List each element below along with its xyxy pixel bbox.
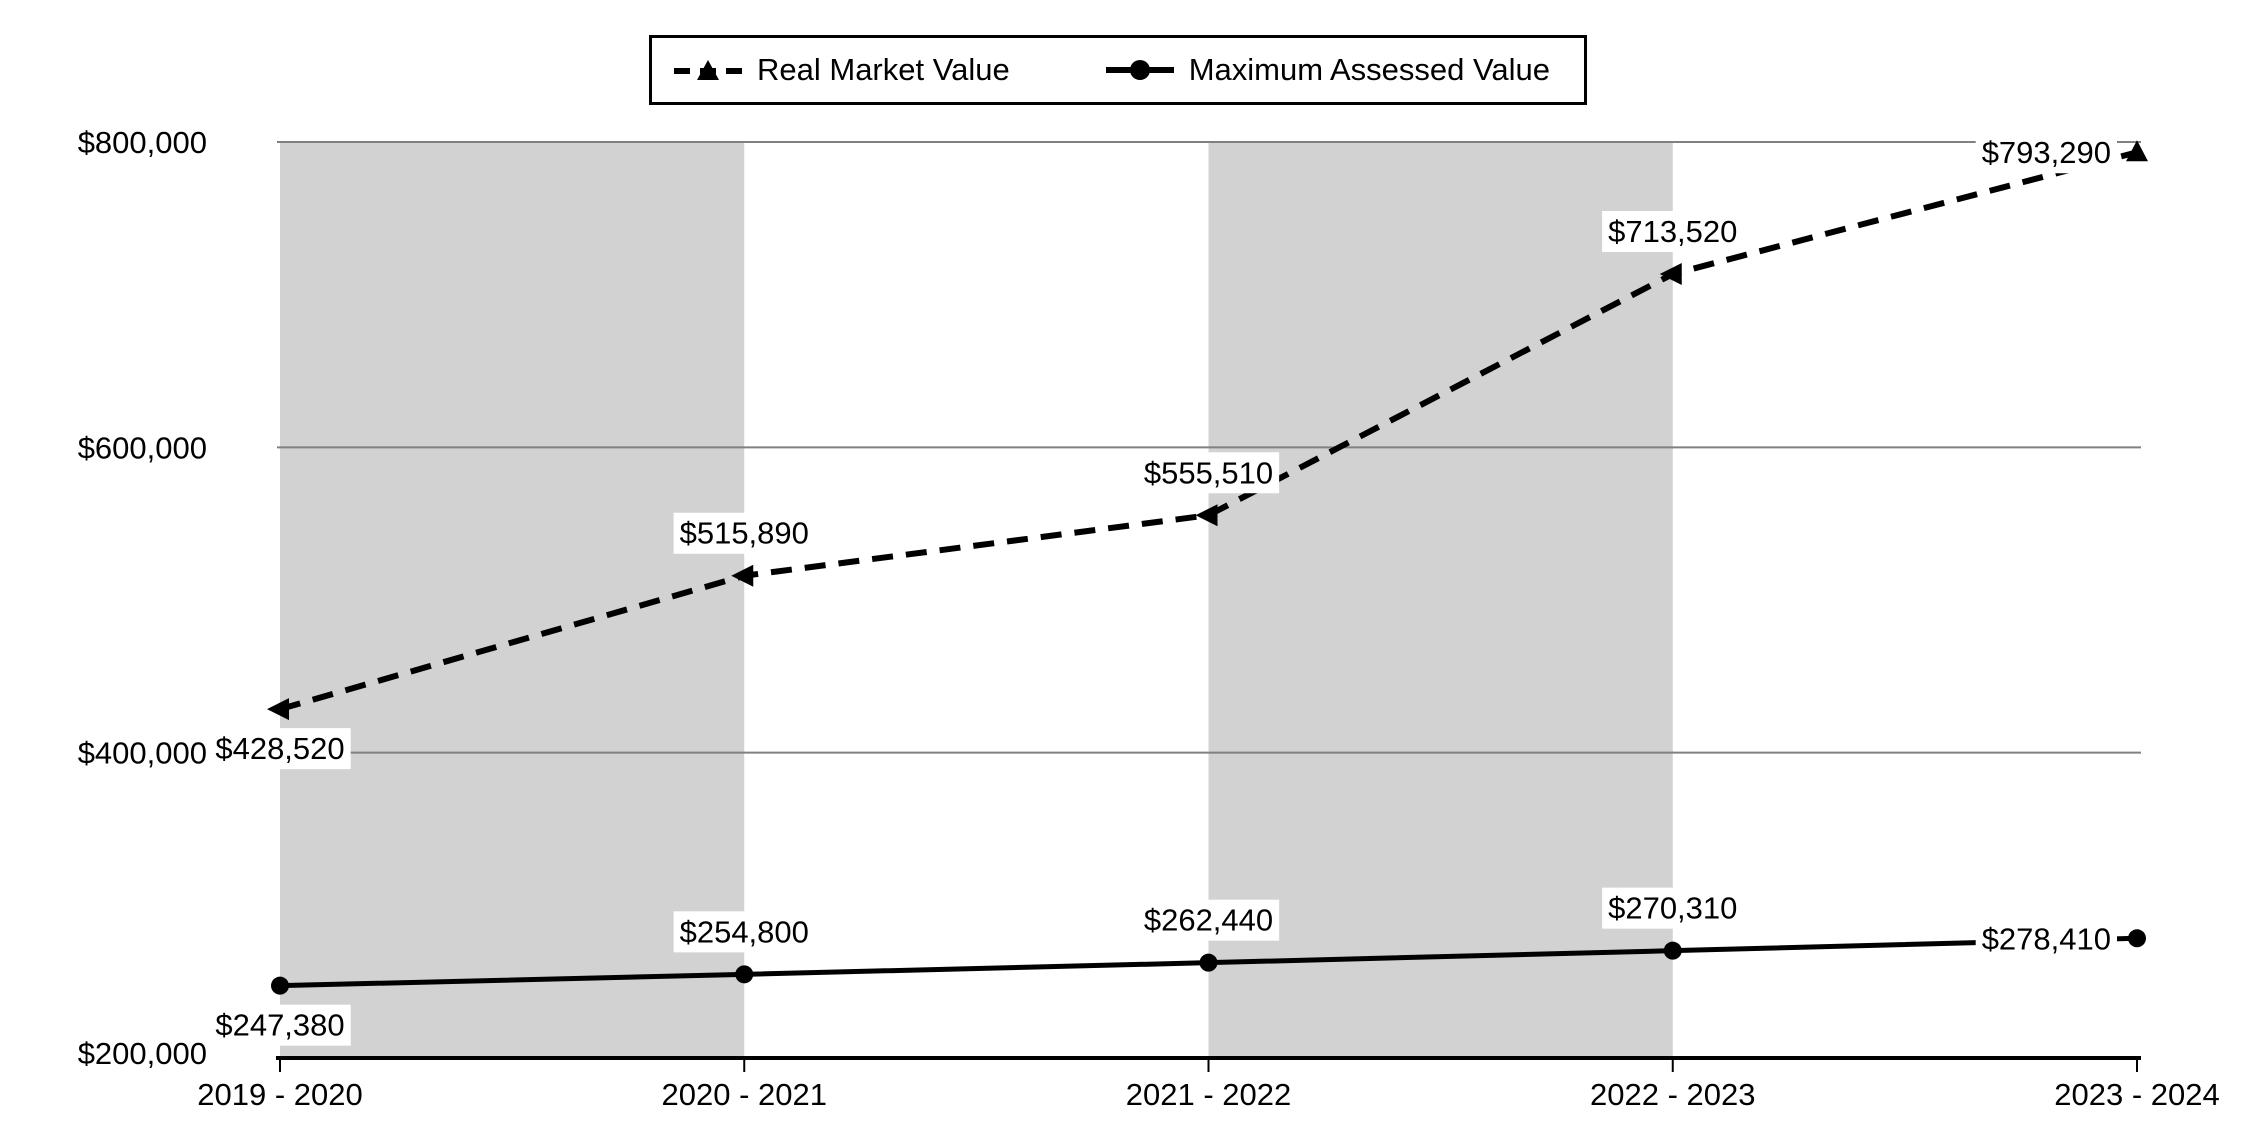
circle-marker xyxy=(2128,929,2146,948)
data-label: $262,440 xyxy=(1144,903,1273,938)
triangle-marker xyxy=(731,564,754,587)
y-axis-tick-label: $800,000 xyxy=(78,125,207,160)
circle-marker xyxy=(271,976,289,995)
data-label: $555,510 xyxy=(1144,455,1273,490)
circle-marker xyxy=(1199,953,1218,972)
data-label-background xyxy=(1975,918,2117,960)
triangle-marker xyxy=(2126,140,2148,162)
data-label: $428,520 xyxy=(215,731,344,766)
x-axis-category-label: 2020 - 2021 xyxy=(662,1077,827,1112)
data-label-background xyxy=(1975,132,2117,174)
data-label: $247,380 xyxy=(215,1008,344,1043)
x-axis-category-label: 2021 - 2022 xyxy=(1126,1077,1291,1112)
legend-item-maximum-assessed-value: Maximum Assessed Value xyxy=(1105,52,1550,88)
data-label-background xyxy=(1137,899,1280,941)
shaded-year-band xyxy=(280,142,745,1058)
data-label-background xyxy=(1602,211,1744,253)
x-axis-category-label: 2022 - 2023 xyxy=(1590,1077,1755,1112)
series-line-dashed xyxy=(279,149,2138,713)
y-axis-tick-label: $600,000 xyxy=(78,430,207,465)
circle-marker xyxy=(735,965,754,984)
y-axis-tick-label: $200,000 xyxy=(78,1036,207,1071)
data-label-background xyxy=(209,728,351,770)
triangle-marker xyxy=(1195,504,1218,527)
x-axis-category-label: 2019 - 2020 xyxy=(197,1077,362,1112)
data-label: $515,890 xyxy=(680,516,809,551)
data-label-background xyxy=(1602,887,1744,929)
data-label: $254,800 xyxy=(680,914,809,949)
data-label-background xyxy=(673,911,815,953)
data-label: $270,310 xyxy=(1608,891,1737,926)
legend-label-maximum-assessed-value: Maximum Assessed Value xyxy=(1188,52,1550,87)
data-label: $713,520 xyxy=(1608,214,1737,249)
data-label: $278,410 xyxy=(1982,921,2111,956)
shaded-year-band xyxy=(1208,142,1673,1058)
solid-line-circle-marker-icon xyxy=(1105,60,1174,80)
triangle-marker xyxy=(1659,263,1682,286)
x-axis-category-label: 2023 - 2024 xyxy=(2054,1077,2219,1112)
data-label: $793,290 xyxy=(1982,135,2111,170)
legend-box: Real Market Value Maximum Assessed Value xyxy=(649,35,1587,105)
data-label-background xyxy=(673,512,815,554)
triangle-marker xyxy=(267,698,289,721)
legend-label-real-market-value: Real Market Value xyxy=(757,52,1010,87)
legend-item-real-market-value: Real Market Value xyxy=(674,52,1010,88)
data-label-background xyxy=(209,1004,351,1046)
dashed-line-triangle-marker-icon xyxy=(674,60,742,80)
data-label-background xyxy=(1137,452,1280,494)
y-axis-tick-label: $400,000 xyxy=(78,736,207,771)
circle-marker xyxy=(1663,941,1682,960)
